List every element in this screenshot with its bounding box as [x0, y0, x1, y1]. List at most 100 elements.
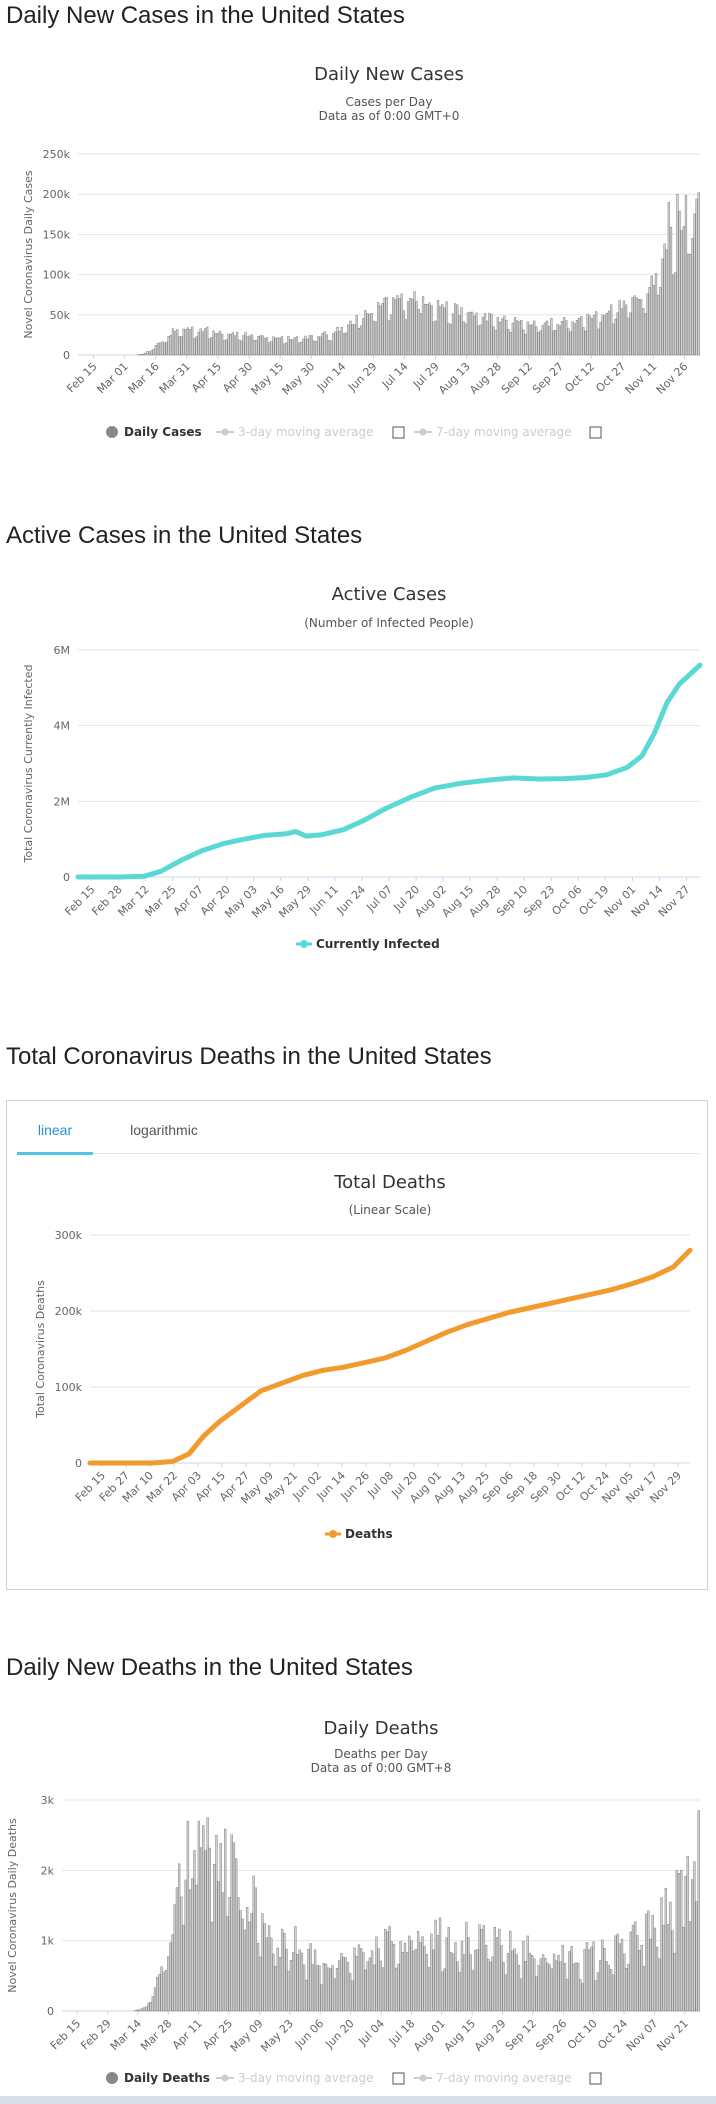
bar: [379, 1960, 382, 2012]
y-axis-title: Novel Coronavirus Daily Deaths: [6, 1818, 19, 1993]
bar: [509, 1930, 512, 2012]
bar: [458, 315, 461, 356]
bar: [182, 1924, 185, 2012]
bar: [208, 338, 211, 356]
bar: [204, 1850, 207, 2012]
bar: [285, 342, 288, 356]
bar: [142, 2007, 146, 2012]
chart-subtitle: (Linear Scale): [349, 1203, 432, 1217]
chart-title: Total Deaths: [333, 1172, 446, 1193]
bar: [147, 2002, 150, 2012]
bar: [397, 1963, 400, 2012]
bar: [666, 1924, 670, 2012]
bar: [686, 1856, 689, 2012]
bar: [409, 298, 412, 356]
bar: [395, 1967, 398, 2012]
bar: [495, 1937, 499, 2012]
bar: [466, 312, 470, 356]
bar: [239, 1910, 242, 2012]
bar: [605, 1961, 608, 2012]
x-tick-label: Mar 31: [157, 360, 193, 396]
bar: [261, 335, 264, 356]
bar: [188, 329, 192, 356]
legend-checkbox: [589, 426, 602, 439]
bar: [560, 321, 564, 356]
bar: [526, 1935, 529, 2012]
bar: [411, 298, 414, 356]
tab-logarithmic[interactable]: logarithmic: [130, 1122, 198, 1138]
bar: [618, 1943, 621, 2012]
y-tick-label: 4M: [54, 720, 71, 733]
bar: [498, 321, 502, 356]
bar: [394, 299, 397, 356]
y-tick-label: 100k: [55, 1381, 83, 1394]
x-tick-label: Apr 15: [189, 360, 224, 395]
bar: [434, 1919, 437, 2012]
bar: [278, 337, 281, 356]
bar: [686, 253, 690, 356]
bar: [259, 1956, 262, 2012]
page-bottom-bar: [0, 2096, 716, 2104]
bar: [307, 1949, 310, 2012]
bar: [592, 314, 596, 356]
bar: [256, 1942, 260, 2012]
bar: [292, 1951, 295, 2012]
x-tick-label: May 23: [258, 2017, 296, 2055]
bar: [309, 1943, 312, 2012]
bar: [235, 1858, 238, 2012]
bar: [421, 1936, 424, 2012]
bar: [406, 301, 410, 356]
bar: [216, 333, 219, 356]
bar: [375, 1936, 378, 2012]
legend-checkbox: [392, 2072, 405, 2085]
bar: [465, 1921, 468, 2012]
bar: [659, 287, 662, 356]
bar: [426, 304, 429, 356]
bar: [144, 352, 147, 356]
bar: [642, 1965, 646, 2012]
bar: [304, 335, 307, 356]
bar: [680, 230, 683, 356]
bar: [297, 342, 301, 356]
bar: [559, 1961, 562, 2012]
bar: [682, 226, 685, 356]
bar: [331, 1965, 334, 2012]
chart-subtitle: Data as of 0:00 GMT+8: [311, 1761, 452, 1775]
bar: [513, 1948, 516, 2012]
bar: [469, 1954, 472, 2012]
bar: [480, 1929, 483, 2012]
y-axis-title: Total Coronavirus Currently Infected: [22, 665, 35, 864]
bar: [678, 210, 681, 356]
bar: [245, 1907, 249, 2012]
bar: [399, 1941, 402, 2012]
bar: [548, 325, 551, 356]
bar: [587, 1949, 591, 2012]
bar: [310, 335, 314, 356]
y-tick-label: 3k: [41, 1794, 55, 1807]
tab-linear[interactable]: linear: [17, 1115, 93, 1155]
bar: [404, 319, 408, 356]
bar: [270, 341, 273, 356]
bar: [302, 338, 305, 356]
bar: [228, 1897, 231, 2012]
chart-subtitle: Cases per Day: [346, 95, 433, 109]
bar: [278, 1957, 282, 2012]
legend-item: Currently Infected: [316, 937, 440, 951]
bar: [543, 322, 547, 356]
bar: [665, 249, 668, 356]
bar: [400, 293, 403, 356]
bar: [164, 1970, 168, 2012]
bar: [419, 1942, 422, 2012]
bar: [603, 1948, 606, 2012]
bar: [162, 1971, 165, 2012]
bar: [584, 330, 587, 356]
bar: [476, 1949, 479, 2012]
bar: [136, 2009, 139, 2012]
bar: [647, 1910, 650, 2012]
bar: [238, 339, 241, 356]
x-tick-label: May 09: [228, 2017, 266, 2055]
bar: [231, 332, 234, 356]
bar: [159, 342, 162, 356]
bar: [347, 324, 350, 356]
